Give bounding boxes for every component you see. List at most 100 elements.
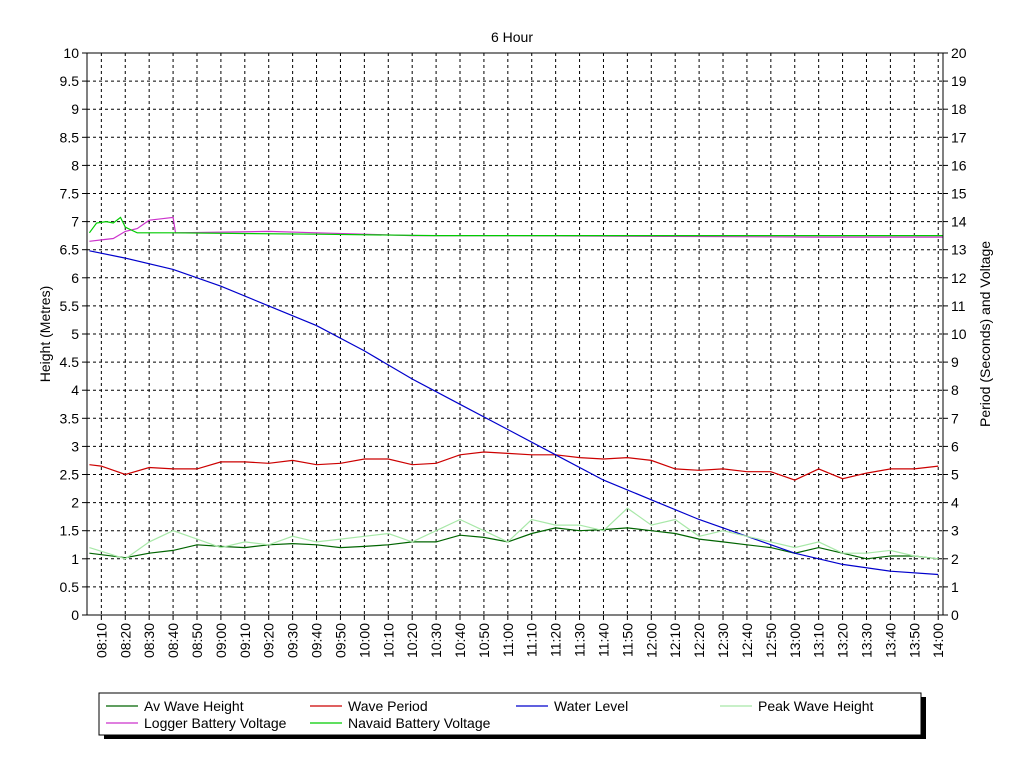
x-tick-label: 09:00 [213, 623, 229, 658]
x-tick-label: 08:30 [141, 623, 157, 658]
x-tick-label: 08:20 [117, 623, 133, 658]
x-tick-label: 11:50 [619, 623, 635, 657]
y-left-tick-label: 2 [71, 495, 79, 511]
legend-label-peak-wave-height: Peak Wave Height [758, 698, 874, 714]
y-left-tick-label: 0 [71, 607, 79, 623]
y-left-tick-label: 5 [71, 326, 79, 342]
series-line-wave-period [89, 451, 939, 481]
y-right-tick-label: 14 [951, 214, 967, 230]
x-tick-label: 14:00 [930, 623, 946, 658]
x-tick-label: 11:10 [524, 623, 540, 657]
y-right-tick-label: 6 [951, 438, 959, 454]
y-right-tick-label: 0 [951, 607, 959, 623]
x-tick-label: 13:00 [787, 623, 803, 658]
y-axis-left-label: Height (Metres) [37, 286, 53, 382]
y-right-tick-label: 3 [951, 523, 959, 539]
x-tick-label: 08:10 [93, 623, 109, 658]
series-line-av-wave-height [89, 527, 939, 560]
y-right-tick-label: 13 [951, 242, 967, 258]
x-tick-label: 09:30 [285, 623, 301, 658]
x-tick-label: 13:50 [906, 623, 922, 658]
x-tick-label: 10:10 [380, 623, 396, 658]
x-tick-label: 11:40 [595, 623, 611, 657]
y-left-tick-label: 7 [71, 214, 79, 230]
y-left-tick-label: 6.5 [60, 242, 80, 258]
x-tick-label: 12:00 [643, 623, 659, 658]
y-left-tick-label: 9.5 [60, 73, 80, 89]
legend: Av Wave Height Wave Period Water Level Peak… [98, 692, 926, 739]
legend-label-navaid-battery-voltage: Navaid Battery Voltage [348, 715, 491, 731]
y-right-tick-label: 1 [951, 579, 959, 595]
x-tick-label: 10:40 [452, 623, 468, 658]
y-left-tick-label: 3.5 [60, 410, 80, 426]
legend-box [98, 692, 922, 736]
x-tick-label: 12:20 [691, 623, 707, 658]
legend-label-wave-period: Wave Period [348, 698, 428, 714]
y-left-tick-label: 7.5 [60, 186, 80, 202]
y-right-tick-label: 11 [951, 298, 966, 314]
y-left-tick-label: 0.5 [60, 579, 80, 595]
x-tick-label: 10:50 [476, 623, 492, 658]
series-line-peak-wave-height [89, 507, 939, 560]
y-right-tick-label: 16 [951, 157, 967, 173]
x-tick-label: 09:20 [261, 623, 277, 658]
x-tick-label: 09:50 [332, 623, 348, 658]
grid [87, 53, 943, 615]
x-tick-label: 12:30 [715, 623, 731, 658]
legend-label-av-wave-height: Av Wave Height [144, 698, 244, 714]
x-tick-label: 08:40 [165, 623, 181, 658]
x-tick-label: 10:20 [404, 623, 420, 658]
series-line-navaid-battery-voltage [88, 216, 943, 237]
series-line-logger-battery-voltage [89, 216, 943, 242]
x-tick-label: 09:40 [309, 623, 325, 658]
x-tick-label: 12:10 [667, 623, 683, 658]
y-right-tick-label: 4 [951, 495, 959, 511]
y-left-tick-label: 5.5 [60, 298, 80, 314]
x-tick-label: 09:10 [237, 623, 253, 658]
y-axis-left-ticks: 0 0.5 1 1.5 2 2.5 3 3.5 4 4.5 5 5.5 6 6.5 7 7.5 8 8.5 9 9.5… [60, 45, 87, 623]
y-right-tick-label: 2 [951, 551, 959, 567]
y-right-tick-label: 15 [951, 186, 967, 202]
y-right-tick-label: 9 [951, 354, 959, 370]
legend-label-logger-battery-voltage: Logger Battery Voltage [144, 715, 287, 731]
y-right-tick-label: 7 [951, 410, 959, 426]
x-axis-ticks: 08:10 08:20 08:30 08:40 08:50 09:00 09:10 09:20… [93, 615, 946, 658]
x-tick-label: 12:50 [763, 623, 779, 658]
x-tick-label: 08:50 [189, 623, 205, 658]
x-tick-label: 11:00 [500, 623, 516, 657]
y-axis-right-label: Period (Seconds) and Voltage [977, 241, 993, 427]
series-line-water-level [89, 250, 939, 576]
x-tick-label: 12:40 [739, 623, 755, 658]
y-right-tick-label: 19 [951, 73, 967, 89]
x-tick-label: 13:20 [835, 623, 851, 658]
y-left-tick-label: 9 [71, 101, 79, 117]
x-tick-label: 10:30 [428, 623, 444, 658]
y-left-tick-label: 3 [71, 438, 79, 454]
y-right-tick-label: 5 [951, 467, 959, 483]
x-tick-label: 11:20 [548, 623, 564, 657]
y-left-tick-label: 4 [71, 382, 79, 398]
y-right-tick-label: 18 [951, 101, 967, 117]
x-tick-label: 11:30 [572, 623, 588, 657]
x-tick-label: 13:40 [882, 623, 898, 658]
y-right-tick-label: 17 [951, 129, 967, 145]
x-tick-label: 10:00 [356, 623, 372, 658]
y-right-tick-label: 10 [951, 326, 967, 342]
y-left-tick-label: 6 [71, 270, 79, 286]
y-left-tick-label: 4.5 [60, 354, 80, 370]
y-left-tick-label: 10 [63, 45, 79, 61]
x-tick-label: 13:10 [811, 623, 827, 658]
y-left-tick-label: 1.5 [60, 523, 80, 539]
y-left-tick-label: 8 [71, 157, 79, 173]
y-left-tick-label: 2.5 [60, 467, 80, 483]
series-lines [88, 216, 943, 576]
y-right-tick-label: 20 [951, 45, 967, 61]
y-right-tick-label: 12 [951, 270, 967, 286]
y-right-tick-label: 8 [951, 382, 959, 398]
y-left-tick-label: 8.5 [60, 129, 80, 145]
x-tick-label: 13:30 [858, 623, 874, 658]
chart-title: 6 Hour [491, 29, 533, 45]
y-left-tick-label: 1 [71, 551, 79, 567]
